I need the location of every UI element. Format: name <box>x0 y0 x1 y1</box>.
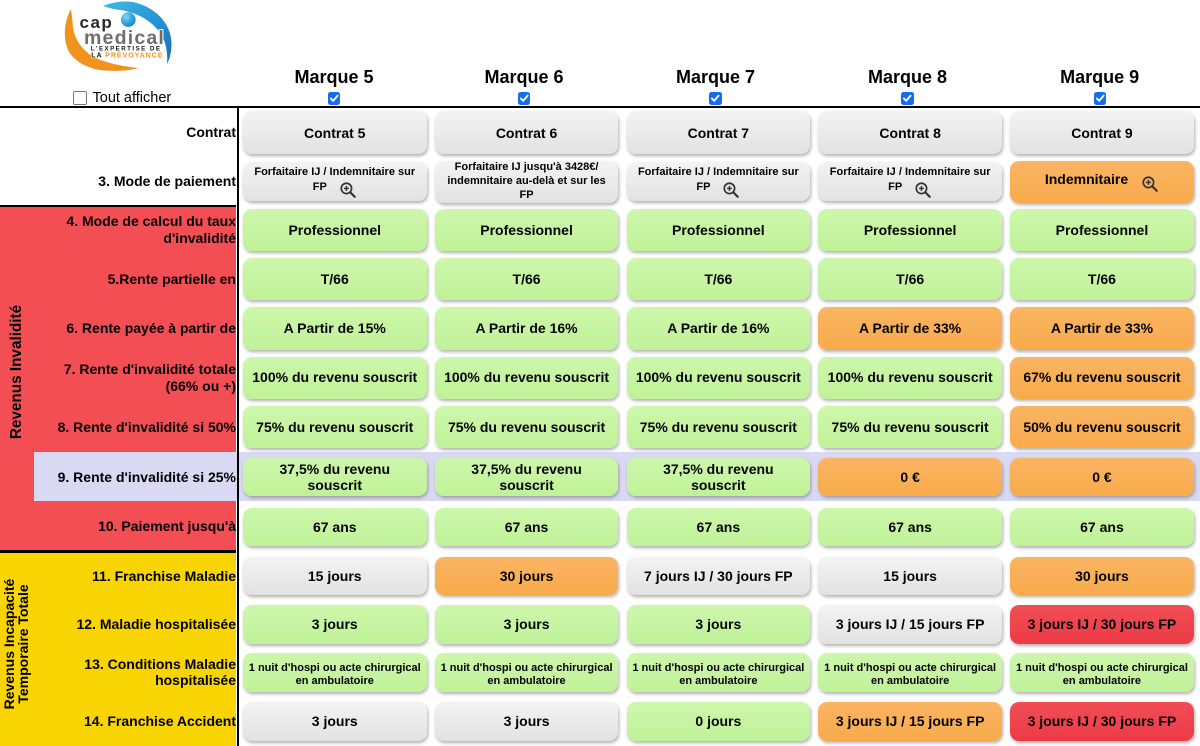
svg-text:L'EXPERTISE DE: L'EXPERTISE DE <box>91 46 162 53</box>
svg-text:medical: medical <box>84 27 165 49</box>
svg-text:cap: cap <box>80 13 114 32</box>
svg-text:LA PRÉVOYANCE: LA PRÉVOYANCE <box>91 51 163 60</box>
